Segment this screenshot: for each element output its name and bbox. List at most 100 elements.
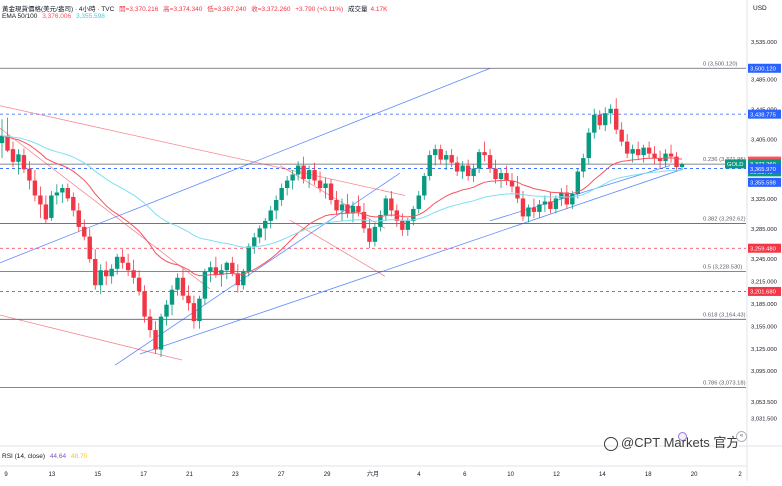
x-tick-label: 13 (49, 472, 56, 478)
candle-body (570, 193, 575, 205)
ema-legend[interactable]: EMA 50/100 3,376.006 3,355.598 (2, 13, 108, 20)
candle-body (191, 303, 197, 322)
candle-body (581, 158, 586, 172)
candle-body (16, 154, 21, 162)
y-tick-label: 3,095.000 (751, 369, 777, 375)
candle-body (202, 271, 208, 299)
candle-body (230, 262, 235, 274)
x-tick-label: 12 (553, 472, 560, 478)
symbol-title[interactable]: 黃金現貨價格(美元/盎司) · 4小時 · TVC (2, 6, 115, 13)
candle-body (109, 268, 114, 277)
price-label: 3,500.120 (750, 66, 776, 72)
x-tick-label: 10 (507, 472, 514, 478)
candle-body (54, 192, 60, 196)
candle-body (504, 173, 509, 181)
x-tick-label: 17 (140, 472, 147, 478)
candle-body (537, 204, 542, 212)
x-tick-label: 6 (463, 472, 467, 478)
y-tick-label: 3,185.000 (751, 302, 777, 308)
candle-body (136, 277, 142, 292)
candle-body (175, 277, 180, 290)
x-tick-label: 4 (417, 472, 421, 478)
y-tick-label: 3,245.000 (751, 257, 777, 263)
candle-body (186, 295, 191, 304)
y-tick-label: 3,215.000 (751, 279, 777, 285)
candle-body (10, 149, 16, 162)
candle-body (416, 195, 421, 209)
candle-body (208, 267, 213, 272)
trendline[interactable] (0, 105, 406, 196)
trendline[interactable] (139, 168, 683, 355)
price-label-box (748, 164, 781, 174)
currency-label[interactable]: USD (753, 5, 767, 12)
scroll-to-latest-button[interactable]: « (736, 431, 747, 442)
candle-body (273, 199, 279, 211)
candle-body (372, 226, 378, 242)
x-tick-label: 2 (738, 472, 742, 478)
price-label-box (748, 63, 781, 73)
candle-body (531, 207, 537, 212)
candle-body (641, 147, 646, 156)
candle-body (60, 188, 65, 193)
price-label-box (748, 243, 781, 253)
volume-value: 4.17K (370, 6, 388, 13)
candle-body (224, 262, 230, 271)
fib-level-label: 0.382 (3,292.62) (703, 216, 746, 222)
candle-body (103, 270, 109, 277)
candle-body (87, 236, 92, 260)
fib-level-label: 0.236 (3,371.95) (703, 157, 746, 163)
close-value: 收=3,372.260 (251, 6, 291, 13)
symbol-header: 黃金現貨價格(美元/盎司) · 4小時 · TVC 開=3,370.216 高=… (2, 3, 391, 13)
alert-icon[interactable] (678, 432, 687, 441)
candle-body (367, 228, 372, 242)
candle-body (43, 204, 49, 220)
candle-body (356, 205, 361, 212)
candle-body (328, 183, 334, 200)
trendline[interactable] (114, 172, 401, 366)
price-label: 3,438.775 (750, 112, 776, 118)
candle-body (295, 165, 301, 175)
x-tick-label: 六月 (367, 470, 379, 478)
candle-body (487, 155, 493, 169)
y-tick-label: 3,125.000 (751, 347, 777, 353)
fib-level-label: 0 (3,500.120) (703, 61, 738, 67)
candle-body (268, 210, 273, 221)
price-label: 3,259.480 (750, 246, 776, 252)
candle-body (180, 277, 186, 296)
trendline[interactable] (0, 314, 183, 361)
trendline[interactable] (0, 67, 491, 264)
candle-body (465, 165, 471, 177)
candle-body (542, 201, 548, 205)
y-tick-label: 3,405.000 (751, 137, 777, 143)
candle-body (526, 207, 531, 217)
candle-body (663, 153, 668, 162)
candle-body (290, 174, 295, 181)
y-tick-label: 3,285.000 (751, 227, 777, 233)
candle-body (312, 170, 317, 181)
candle-body (93, 259, 98, 286)
candle-body (575, 171, 581, 194)
candle-body (624, 141, 630, 154)
candle-body (619, 129, 624, 142)
candle-body (433, 149, 438, 156)
candle-body (350, 205, 356, 214)
x-tick-label: 21 (186, 472, 193, 478)
trendline[interactable] (0, 127, 211, 290)
candle-body (443, 155, 449, 160)
candle-body (317, 180, 323, 189)
rsi-value-2: 48.70 (70, 453, 88, 460)
rsi-legend[interactable]: RSI (14, close) 44.64 48.70 (2, 453, 90, 460)
candle-body (564, 192, 570, 205)
change-value: +3.790 (+0.11%) (295, 6, 344, 13)
y-tick-label: 3,053.500 (751, 400, 777, 406)
candle-body (493, 168, 498, 180)
candle-body (674, 156, 679, 168)
x-tick-label: 27 (278, 472, 285, 478)
candle-body (263, 220, 268, 229)
low-value: 低=3,367.240 (207, 6, 247, 13)
watermark-text: @CPT Markets 官方 (621, 435, 740, 450)
candle-body (339, 204, 345, 211)
candle-body (147, 316, 153, 331)
